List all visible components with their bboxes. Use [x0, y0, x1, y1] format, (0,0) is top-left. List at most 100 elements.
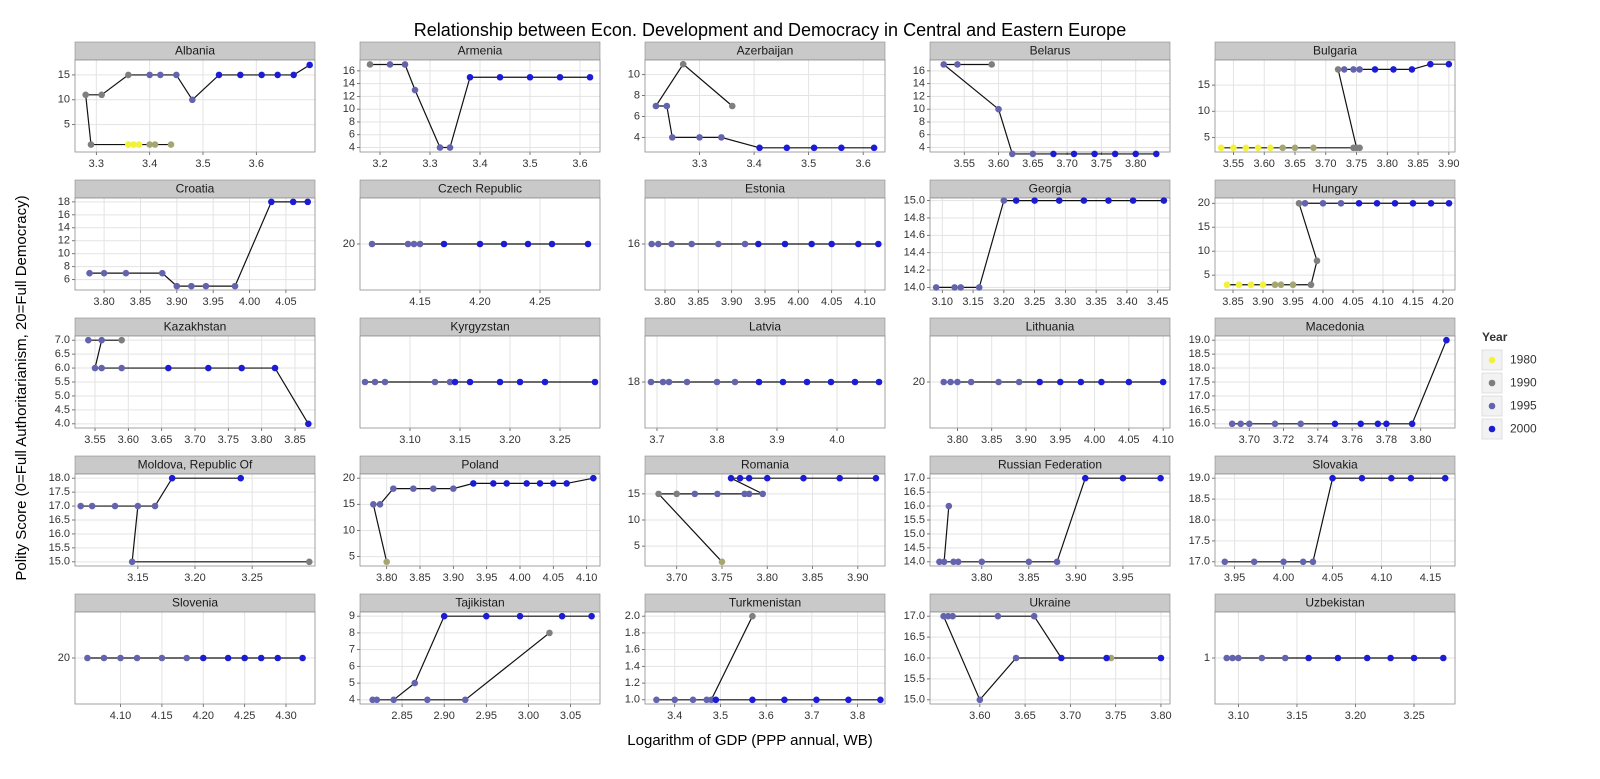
x-tick-label: 3.65: [1014, 710, 1035, 722]
y-tick-label: 6.5: [55, 348, 70, 360]
point: [1000, 197, 1008, 204]
point: [1319, 199, 1327, 207]
point: [668, 240, 675, 248]
point: [1408, 66, 1416, 73]
point: [446, 378, 454, 386]
x-tick-label: 4.30: [275, 710, 296, 722]
y-tick-label: 4.0: [55, 418, 70, 430]
point: [390, 485, 397, 492]
panel-border: [74, 197, 316, 291]
x-axis-title: Logarithm of GDP (PPP annual, WB): [627, 732, 872, 749]
panel-background: [360, 612, 600, 704]
x-tick-label: 3.6: [572, 158, 587, 170]
point: [954, 558, 962, 566]
y-tick-label: 8: [634, 89, 640, 101]
point: [1407, 474, 1415, 482]
point: [258, 71, 265, 79]
x-tick-label: 3.70: [666, 572, 687, 584]
strip-title: Slovenia: [172, 596, 218, 610]
panel-border: [359, 335, 601, 429]
point: [1223, 281, 1231, 289]
point: [237, 474, 245, 482]
point: [1031, 197, 1038, 204]
point: [940, 378, 948, 386]
point: [1077, 378, 1085, 386]
x-tick-label: 3.3: [422, 158, 437, 170]
point: [238, 364, 245, 372]
x-tick-label: 3.90: [721, 296, 742, 308]
point: [390, 696, 397, 704]
y-tick-label: 18: [628, 376, 640, 388]
y-tick-label: 7: [349, 644, 355, 656]
point: [995, 378, 1002, 386]
x-tick-label: 4.10: [1372, 296, 1393, 308]
y-tick-label: 8: [349, 116, 355, 128]
x-tick-label: 3.70: [1239, 434, 1260, 446]
point: [679, 60, 687, 68]
x-tick-label: 3.65: [1284, 158, 1305, 170]
point: [146, 141, 153, 148]
x-tick-label: 3.80: [1150, 710, 1171, 722]
x-tick-label: 3.5: [801, 158, 816, 170]
x-tick-label: 3.45: [1147, 296, 1168, 308]
y-tick-label: 10: [628, 514, 640, 526]
strip-title: Azerbaijan: [737, 44, 794, 58]
y-tick-label: 15: [343, 498, 355, 510]
point: [370, 501, 377, 508]
x-tick-label: 4.20: [469, 296, 490, 308]
point: [653, 696, 660, 704]
x-tick-label: 3.20: [1345, 710, 1366, 722]
x-tick-label: 4.05: [1342, 296, 1363, 308]
point: [1309, 558, 1317, 566]
point: [872, 474, 880, 482]
strip-title: Tajikistan: [455, 596, 504, 610]
point: [146, 71, 153, 79]
point: [466, 378, 474, 386]
y-tick-label: 6: [349, 129, 355, 141]
x-tick-label: 3.80: [1410, 434, 1431, 446]
point: [803, 378, 811, 386]
point: [975, 284, 983, 291]
y-tick-label: 12: [58, 235, 70, 247]
point: [546, 629, 553, 637]
x-tick-label: 3.75: [218, 434, 239, 446]
y-tick-label: 16: [58, 209, 70, 221]
y-tick-label: 14.5: [904, 542, 925, 554]
point: [590, 474, 597, 482]
legend-title: Year: [1482, 330, 1508, 344]
x-tick-label: 3.90: [847, 572, 868, 584]
strip-title: Ukraine: [1029, 596, 1071, 610]
x-tick-label: 3.70: [1060, 710, 1081, 722]
point: [954, 378, 961, 386]
panel-border: [359, 197, 601, 291]
point: [779, 378, 787, 386]
point: [1111, 150, 1119, 158]
x-tick-label: 3.70: [1056, 158, 1077, 170]
legend-swatch: [1488, 356, 1496, 364]
point: [1277, 281, 1285, 289]
point: [450, 485, 457, 492]
point: [691, 490, 699, 498]
point: [1291, 144, 1299, 152]
point: [727, 474, 735, 482]
point: [257, 654, 265, 662]
point: [947, 378, 954, 386]
y-tick-label: 5: [349, 677, 355, 689]
point: [1391, 199, 1399, 207]
point: [1350, 66, 1357, 73]
panel-border: [1214, 473, 1456, 567]
point: [1409, 199, 1417, 207]
point: [224, 654, 232, 662]
point: [496, 378, 504, 386]
point: [1357, 420, 1365, 428]
x-tick-label: 3.80: [376, 572, 397, 584]
point: [268, 198, 275, 206]
x-tick-label: 3.76: [1341, 434, 1362, 446]
point: [87, 141, 95, 148]
point: [936, 558, 943, 566]
point: [381, 378, 389, 386]
strip-title: Belarus: [1030, 44, 1071, 58]
y-tick-label: 8: [64, 261, 70, 273]
point: [470, 480, 477, 487]
point: [424, 696, 431, 704]
